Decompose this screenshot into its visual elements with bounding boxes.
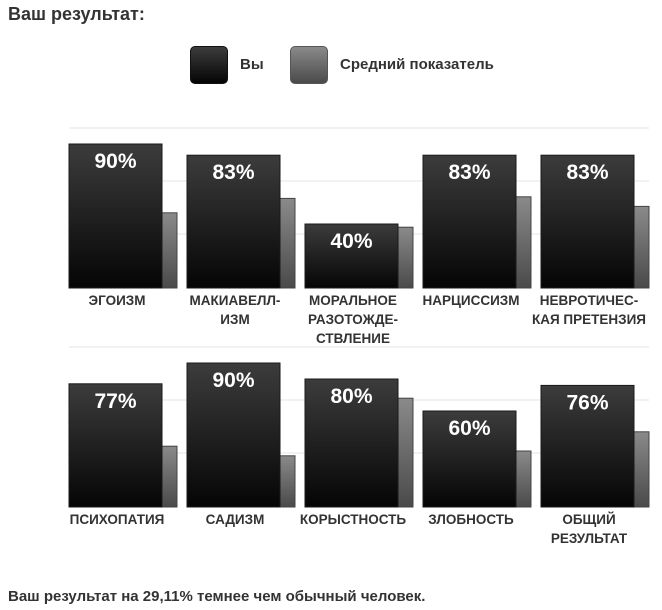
category-label: САДИЗМ <box>206 512 265 527</box>
category-label: ЗЛОБНОСТЬ <box>428 512 514 527</box>
legend-swatch-average <box>290 46 328 84</box>
bar-you <box>304 223 399 289</box>
bar-value-label: 83% <box>566 161 608 184</box>
category-label: МАКИАВЕЛЛ- <box>190 293 281 308</box>
bar-value-label: 76% <box>566 391 608 414</box>
bar-average <box>397 226 414 289</box>
bar-average <box>279 197 296 289</box>
bar-value-label: 77% <box>94 390 136 413</box>
category-label: ПСИХОПАТИЯ <box>70 512 165 527</box>
bar-value-label: 40% <box>330 230 372 253</box>
bar-average <box>633 205 650 289</box>
bar-you <box>68 143 163 289</box>
bar-value-label: 60% <box>448 417 490 440</box>
bar-value-label: 83% <box>212 161 254 184</box>
category-label: ОБЩИЙ <box>562 512 615 527</box>
category-label: НЕВРОТИЧЕС- <box>540 293 639 308</box>
category-label: МОРАЛЬНОЕ <box>309 293 397 308</box>
legend-swatch-you <box>190 46 228 84</box>
result-heading: Ваш результат: <box>8 4 145 24</box>
bar-you <box>186 362 281 508</box>
bar-average <box>161 445 178 508</box>
bar-average <box>515 196 532 289</box>
bar-average <box>161 212 178 289</box>
bar-you <box>540 154 635 289</box>
bar-value-label: 90% <box>94 150 136 173</box>
category-label: НАРЦИССИЗМ <box>423 293 520 308</box>
bar-average <box>279 455 296 508</box>
bar-average <box>633 431 650 508</box>
bar-average <box>397 397 414 508</box>
category-label: КОРЫСТНОСТЬ <box>300 512 407 527</box>
bar-you <box>422 410 517 508</box>
category-label: РЕЗУЛЬТАТ <box>551 531 628 546</box>
bar-charts: 90% ЭГОИЗМ 83% МАКИАВЕЛЛ- ИЗМ 40% МОРАЛЬНОЕ РАЗ… <box>68 127 650 546</box>
category-label: РАЗОТОЖДЕ- <box>308 312 398 327</box>
bar-you <box>304 378 399 508</box>
bar-value-label: 90% <box>212 369 254 392</box>
legend-label-average: Средний показатель <box>340 56 494 73</box>
result-summary: Ваш результат на 29,11% темнее чем обычн… <box>8 588 426 605</box>
category-label: ИЗМ <box>220 312 249 327</box>
bar-you <box>68 383 163 508</box>
legend-label-you: Вы <box>240 56 264 73</box>
bar-you <box>186 154 281 289</box>
chart-panel-2: 77% ПСИХОПАТИЯ 90% САДИЗМ 80% КОРЫСТНОСТЬ 60% З… <box>68 346 650 546</box>
bar-value-label: 83% <box>448 161 490 184</box>
bar-value-label: 80% <box>330 385 372 408</box>
category-label: ЭГОИЗМ <box>89 293 146 308</box>
category-label: КАЯ ПРЕТЕНЗИЯ <box>532 312 646 327</box>
category-label: СТВЛЕНИЕ <box>316 331 390 346</box>
bar-you <box>540 384 635 508</box>
chart-panel-1: 90% ЭГОИЗМ 83% МАКИАВЕЛЛ- ИЗМ 40% МОРАЛЬНОЕ РАЗ… <box>68 127 650 346</box>
bar-average <box>515 450 532 508</box>
bar-you <box>422 154 517 289</box>
